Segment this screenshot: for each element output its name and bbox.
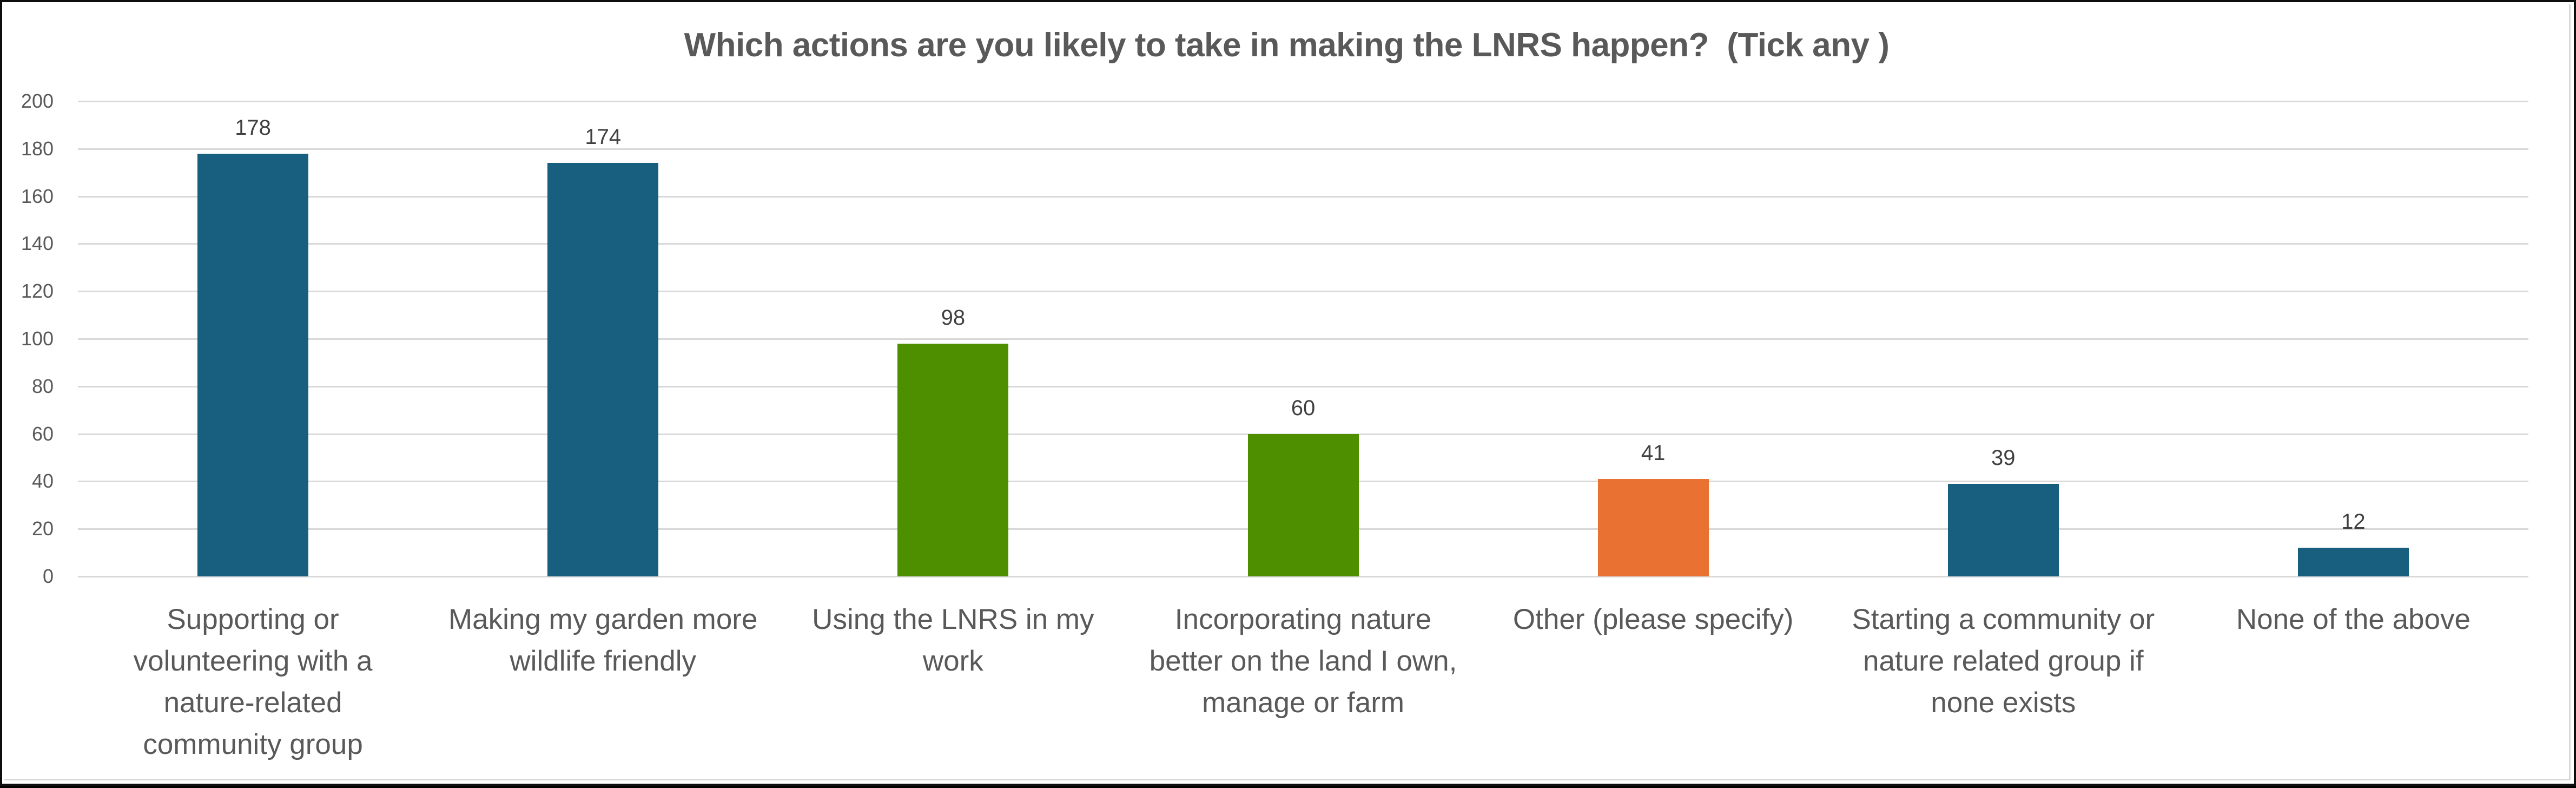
gridline — [78, 291, 2528, 293]
y-axis-tick-label: 200 — [21, 90, 54, 112]
y-axis-tick-label: 160 — [21, 185, 54, 207]
gridline — [78, 148, 2528, 150]
gridline — [78, 195, 2528, 198]
gridline — [78, 385, 2528, 388]
bar — [1247, 434, 1359, 576]
y-axis-tick-label: 60 — [31, 422, 54, 445]
bar — [897, 343, 1009, 576]
y-axis-tick-label: 80 — [31, 375, 54, 397]
data-label: 174 — [585, 125, 622, 149]
data-label: 41 — [1641, 441, 1666, 465]
x-axis-category-label: Starting a community or nature related g… — [1852, 603, 2155, 719]
bar — [1947, 483, 2059, 576]
y-axis-tick-label: 20 — [31, 517, 54, 540]
y-axis-tick-label: 0 — [42, 565, 54, 587]
chart-title: Which actions are you likely to take in … — [684, 27, 1890, 64]
data-label: 98 — [941, 305, 966, 330]
chart-area: Which actions are you likely to take in … — [4, 4, 2571, 780]
bar — [1597, 479, 1709, 576]
bar — [2297, 548, 2409, 576]
x-axis-category-label: Other (please specify) — [1512, 603, 1794, 635]
gridline — [78, 576, 2528, 577]
y-axis-tick-label: 120 — [21, 280, 54, 303]
x-axis-category-label: Using the LNRS in my work — [812, 603, 1094, 677]
x-axis-category-label: Supporting or volunteering with a nature… — [133, 603, 373, 760]
gridline — [78, 338, 2528, 340]
gridline — [78, 243, 2528, 245]
bar — [197, 153, 309, 576]
x-axis-category-label: Incorporating nature better on the land … — [1149, 603, 1457, 719]
x-axis-category-label: None of the above — [2236, 603, 2471, 635]
y-axis-tick-label: 140 — [21, 232, 54, 255]
y-axis-tick-label: 180 — [21, 137, 54, 160]
x-axis-category-label: Making my garden more wildlife friendly — [448, 603, 758, 677]
y-axis-tick-label: 40 — [31, 470, 54, 492]
y-axis-tick-label: 100 — [21, 327, 54, 350]
data-label: 12 — [2341, 510, 2366, 534]
data-label: 178 — [235, 115, 271, 140]
data-label: 60 — [1291, 396, 1316, 420]
bar — [547, 163, 659, 576]
gridline — [78, 101, 2528, 102]
data-label: 39 — [1991, 445, 2016, 470]
